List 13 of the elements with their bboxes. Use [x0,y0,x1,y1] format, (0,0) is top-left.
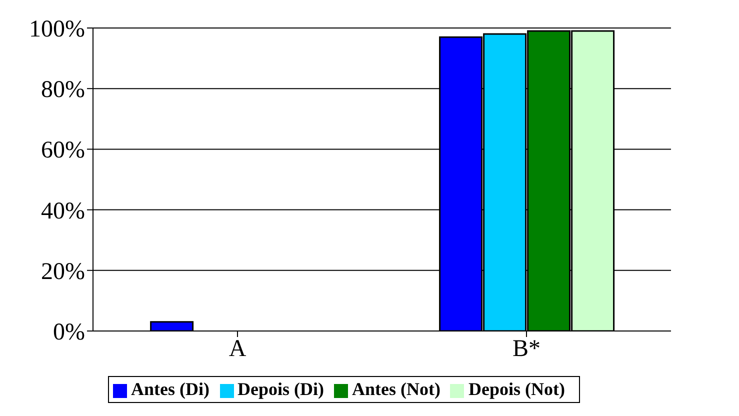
bar [150,321,194,331]
y-tick-label: 40% [41,198,85,224]
y-tick-label: 0% [53,320,85,346]
legend-label: Antes (Di) [131,379,210,399]
y-tick-label: 80% [41,77,85,104]
y-tick-label: 60% [41,138,85,164]
x-tick-label: B* [512,336,541,362]
y-tick-label: 20% [41,258,85,285]
y-tick-label: 100% [29,16,85,43]
legend-label: Depois (Di) [238,379,324,399]
legend-label: Antes (Not) [352,379,440,399]
x-tick-label: A [228,336,247,362]
legend-label: Depois (Not) [468,379,565,399]
